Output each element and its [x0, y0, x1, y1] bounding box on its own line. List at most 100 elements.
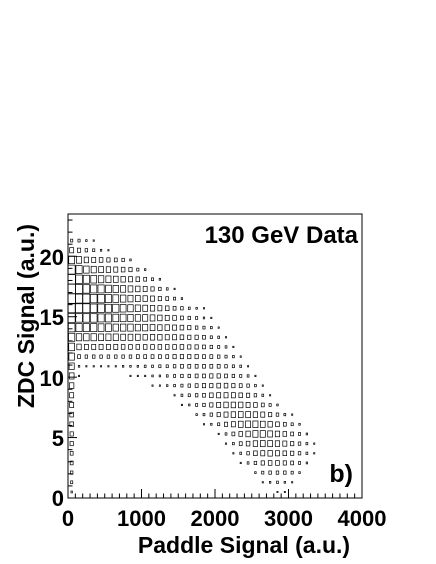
bin-box — [173, 287, 176, 290]
bin-box — [188, 306, 191, 310]
bin-box — [224, 345, 228, 349]
bin-box — [209, 344, 213, 349]
bin-box — [134, 314, 141, 322]
bin-box — [209, 392, 214, 398]
bin-box — [254, 384, 257, 388]
bin-box — [158, 364, 162, 369]
bin-box — [157, 324, 163, 331]
bin-box — [67, 274, 76, 285]
bin-box — [150, 354, 155, 359]
bin-box — [290, 470, 294, 475]
bin-box — [99, 248, 103, 252]
bin-box — [127, 285, 134, 293]
bin-box — [209, 364, 214, 369]
bin-box — [143, 277, 148, 282]
bin-box — [105, 275, 112, 283]
bin-box — [209, 354, 214, 359]
bin-box — [149, 314, 156, 322]
bin-box — [195, 403, 199, 407]
bin-box — [77, 238, 81, 243]
bin-box — [253, 402, 258, 408]
bin-box — [121, 257, 125, 262]
x-tick-label-3000: 3000 — [264, 506, 313, 531]
bin-box — [276, 491, 279, 493]
bin-box — [209, 412, 213, 417]
bin-box — [267, 430, 273, 438]
bin-box — [298, 432, 301, 436]
bin-box — [260, 460, 265, 466]
x-tick-label-0: 0 — [62, 506, 74, 531]
bin-box — [157, 296, 162, 302]
bin-box — [165, 296, 170, 301]
bin-box — [120, 266, 126, 273]
bin-box — [92, 354, 96, 359]
bin-box — [283, 491, 286, 493]
bin-box — [180, 306, 184, 311]
bin-box — [172, 364, 177, 369]
bin-box — [195, 413, 198, 416]
bin-box — [223, 401, 229, 409]
bin-box — [246, 383, 250, 388]
bin-box — [69, 402, 75, 408]
y-tick-label-15: 15 — [40, 305, 64, 330]
bin-box — [165, 374, 169, 378]
bin-box — [105, 333, 112, 341]
bin-box — [260, 420, 266, 428]
bin-box — [112, 333, 119, 341]
bin-box — [151, 384, 154, 387]
bin-box — [237, 420, 244, 428]
bin-box — [97, 294, 105, 304]
bin-box — [90, 313, 98, 323]
bin-box — [82, 274, 90, 284]
bin-box — [217, 326, 220, 329]
bin-box — [173, 384, 176, 388]
bin-box — [217, 354, 221, 359]
bin-box — [180, 373, 184, 378]
bin-box — [180, 297, 184, 300]
bin-box — [297, 441, 302, 446]
bin-box — [239, 451, 242, 455]
bin-box — [173, 296, 177, 301]
bin-box — [90, 333, 97, 342]
bin-box — [239, 461, 242, 465]
bin-box — [70, 490, 73, 494]
bin-box — [78, 374, 80, 377]
bin-box — [231, 421, 236, 428]
bin-box — [305, 442, 309, 446]
bin-box — [149, 334, 156, 341]
bin-box — [135, 295, 141, 303]
bin-box — [245, 440, 251, 447]
bin-box — [104, 294, 112, 303]
bin-box — [187, 315, 191, 320]
bin-box — [76, 343, 82, 351]
bin-box — [142, 344, 148, 350]
bin-box — [90, 323, 98, 332]
bin-box — [173, 374, 177, 378]
bin-box — [276, 480, 279, 484]
bin-box — [187, 354, 192, 360]
bin-box — [69, 421, 74, 427]
bin-box — [305, 451, 309, 455]
bin-box — [275, 450, 280, 457]
bin-box — [313, 442, 316, 445]
bin-box — [97, 313, 105, 323]
bin-box — [275, 460, 280, 466]
bin-box — [238, 441, 243, 446]
bin-box — [223, 382, 229, 389]
bin-box — [210, 422, 213, 426]
bin-box — [261, 384, 264, 387]
bin-box — [98, 266, 104, 274]
bin-box — [113, 275, 119, 283]
bin-box — [275, 470, 280, 475]
bin-box — [225, 442, 227, 445]
bin-box — [112, 303, 120, 313]
x-tick-label-4000: 4000 — [338, 506, 387, 531]
bin-box — [282, 440, 288, 447]
bin-box — [217, 345, 221, 349]
bin-box — [77, 247, 82, 253]
bin-box — [246, 392, 251, 398]
bin-box — [91, 343, 97, 350]
bin-box — [69, 247, 75, 254]
bin-box — [252, 430, 259, 438]
